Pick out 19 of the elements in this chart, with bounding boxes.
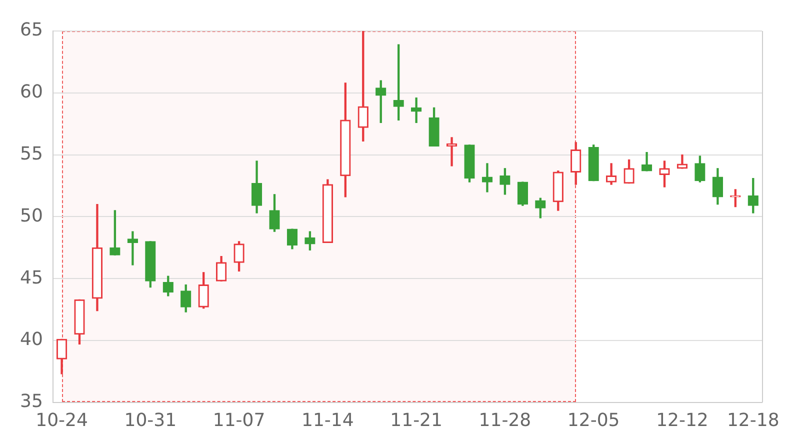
x-tick-label: 10-24 xyxy=(36,410,88,431)
candlestick xyxy=(410,98,422,123)
x-tick-label: 12-05 xyxy=(567,410,620,431)
x-tick-label: 11-07 xyxy=(212,410,266,431)
y-tick-label: 65 xyxy=(20,20,43,41)
x-tick-label: 10-31 xyxy=(124,410,177,431)
y-tick-label: 45 xyxy=(20,267,43,288)
x-tick-label: 11-28 xyxy=(478,410,532,431)
candlestick xyxy=(482,163,493,192)
x-tick-label: 12-18 xyxy=(726,410,780,431)
y-tick-label: 40 xyxy=(20,329,43,350)
y-tick-label: 35 xyxy=(20,391,43,412)
x-tick-label: 12-12 xyxy=(656,410,708,431)
y-tick-label: 60 xyxy=(20,82,43,103)
x-tick-label: 11-14 xyxy=(302,410,354,431)
y-tick-label: 55 xyxy=(20,143,43,164)
candlestick xyxy=(127,231,138,266)
y-tick-label: 50 xyxy=(20,205,43,226)
x-tick-label: 11-21 xyxy=(390,410,442,431)
